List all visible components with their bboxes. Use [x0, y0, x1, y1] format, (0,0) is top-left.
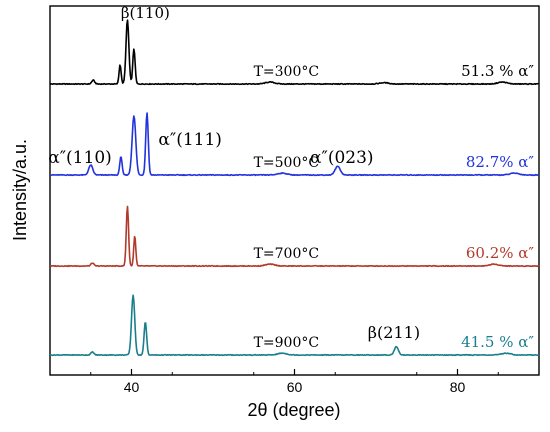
peak-annotation: β(110)	[121, 4, 170, 22]
peak-annotation: α″(111)	[158, 130, 222, 150]
xrd-series-curve	[49, 205, 540, 268]
peak-annotation: α″(110)	[48, 148, 112, 168]
series-phase-label: 60.2% α″	[466, 244, 535, 262]
xrd-series-curve	[49, 112, 540, 177]
peak-annotation: α″(023)	[310, 148, 374, 168]
x-tick-label: 40	[124, 379, 140, 395]
x-tick-label: 60	[287, 379, 303, 395]
y-axis-label: Intensity/a.u.	[10, 139, 30, 241]
series-temperature-label: T=500°C	[254, 155, 320, 171]
peak-annotation: β(211)	[368, 323, 420, 342]
series-phase-label: 41.5 % α″	[461, 333, 534, 351]
xrd-series-curve	[49, 19, 540, 86]
series-temperature-label: T=700°C	[254, 246, 320, 262]
series-phase-label: 82.7% α″	[466, 153, 535, 171]
x-axis-label: 2θ (degree)	[247, 400, 340, 420]
x-tick-label: 80	[450, 379, 466, 395]
series-phase-label: 51.3 % α″	[461, 62, 534, 80]
series-temperature-label: T=300°C	[254, 64, 320, 80]
series-temperature-label: T=900°C	[254, 335, 320, 351]
xrd-series-curve	[49, 294, 540, 357]
